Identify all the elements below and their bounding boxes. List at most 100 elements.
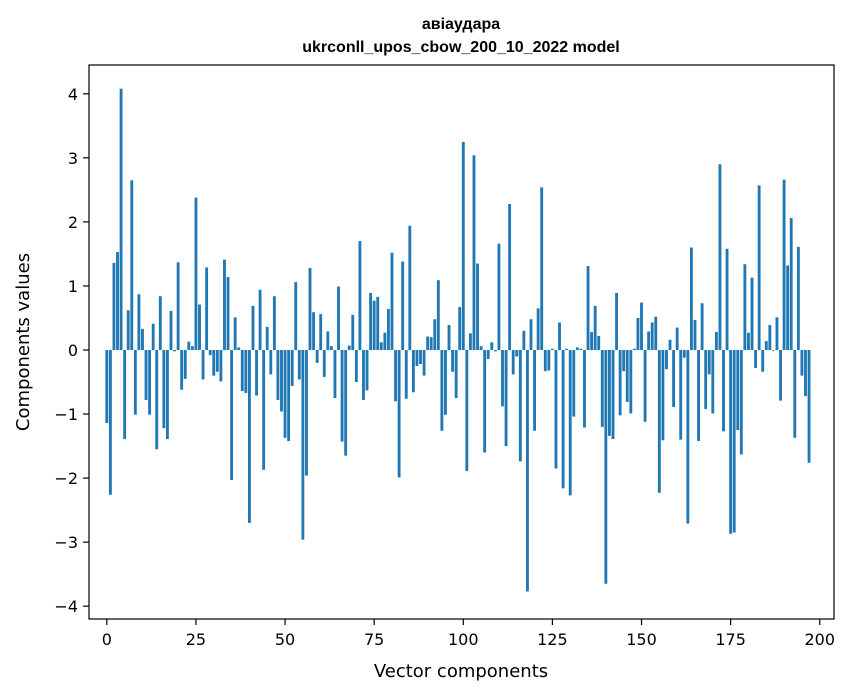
y-tick-label: −3 [54,533,78,552]
bar-174 [725,248,729,351]
bar-23 [187,341,191,351]
bar-135 [586,266,590,351]
bar-168 [704,350,708,409]
bar-121 [536,308,540,351]
bar-66 [340,350,344,442]
bar-187 [771,350,775,351]
bar-145 [622,350,626,372]
bar-28 [205,267,209,351]
bar-72 [362,350,365,400]
bar-153 [650,322,654,351]
bar-154 [654,316,658,351]
bar-197 [807,350,811,463]
bar-73 [365,350,369,391]
bar-45 [265,326,269,351]
bar-4 [119,88,123,351]
bar-19 [173,350,176,352]
bar-12 [148,350,152,415]
bar-155 [657,350,661,493]
bar-131 [572,350,576,417]
bar-151 [643,350,647,422]
bar-182 [754,350,758,368]
bar-46 [269,350,273,375]
bar-171 [714,332,718,351]
bar-160 [675,327,679,351]
bar-161 [679,350,683,440]
bar-70 [354,350,358,383]
bar-144 [618,350,622,416]
bar-128 [561,350,565,489]
bar-191 [786,265,790,351]
y-axis-label: Components values [13,253,34,431]
bar-43 [258,289,262,351]
bar-86 [411,350,415,393]
bar-2 [112,262,116,351]
bar-139 [600,350,604,427]
y-tick-label: −1 [54,405,78,424]
y-tick-label: 4 [68,85,78,104]
bar-177 [736,350,740,431]
bar-118 [526,350,529,592]
bar-149 [636,317,640,351]
bar-58 [312,312,315,351]
bar-85 [408,225,412,351]
bar-129 [565,348,569,351]
bar-63 [329,346,333,351]
bar-33 [223,259,226,351]
bar-64 [333,350,337,399]
bar-107 [486,350,490,359]
bar-108 [490,342,494,351]
bar-94 [440,350,444,431]
bar-34 [226,276,230,351]
bar-22 [183,350,187,379]
bar-147 [629,350,633,414]
bar-39 [244,350,248,393]
bar-78 [383,332,387,351]
bar-8 [133,350,137,415]
bar-55 [301,350,305,540]
bar-48 [276,350,280,400]
bar-146 [625,350,629,402]
bar-26 [198,304,201,351]
bar-99 [458,307,462,351]
bar-100 [461,141,465,351]
y-tick-label: 0 [68,341,78,360]
bar-79 [387,309,390,351]
bar-30 [212,350,216,376]
bar-80 [390,252,394,351]
bar-104 [476,263,479,351]
bar-1 [108,350,112,495]
bar-113 [508,203,512,351]
bar-136 [590,332,594,351]
bar-178 [739,350,743,455]
y-tick-label: 2 [68,213,78,232]
bar-49 [280,350,283,412]
bar-114 [511,350,515,375]
bar-189 [779,350,782,401]
bar-196 [804,350,807,397]
bar-42 [255,350,258,396]
bar-76 [376,296,380,351]
bar-158 [668,339,672,351]
x-axis-ticks: 0 25 50 75 100 125 150 175 200 [102,619,835,649]
bar-185 [764,341,768,351]
bar-21 [180,350,184,390]
bar-141 [608,350,611,436]
bar-83 [401,261,405,351]
y-tick-label: 3 [68,149,78,168]
x-tick-label: 50 [275,630,295,649]
bar-92 [433,319,437,351]
bar-142 [611,350,615,440]
bar-61 [322,350,326,377]
bar-109 [493,350,497,352]
bar-169 [707,350,711,375]
x-tick-label: 25 [186,630,206,649]
bar-89 [422,350,426,376]
bar-67 [344,350,348,456]
bar-112 [504,350,508,447]
bar-165 [693,319,697,351]
bar-106 [483,350,487,453]
bar-133 [579,348,583,351]
bar-166 [697,350,700,441]
